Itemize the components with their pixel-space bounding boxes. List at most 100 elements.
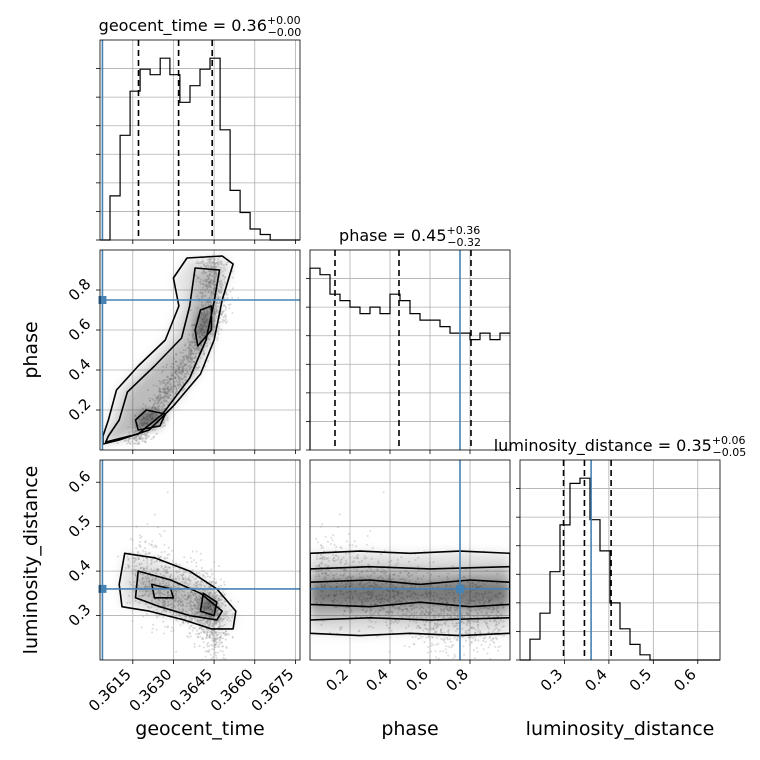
- sample-point: [484, 640, 487, 643]
- sample-point: [437, 642, 440, 645]
- sample-point: [446, 638, 449, 641]
- sample-point: [443, 637, 446, 640]
- sample-point: [221, 310, 224, 313]
- sample-point: [138, 543, 141, 546]
- sample-point: [222, 632, 225, 635]
- histogram-luminosity_distance: [520, 477, 720, 661]
- sample-point: [162, 616, 165, 619]
- sample-point: [191, 569, 194, 572]
- sample-point: [189, 556, 192, 559]
- sample-point: [133, 442, 136, 445]
- sample-point: [140, 438, 143, 441]
- sample-point: [211, 665, 213, 667]
- sample-point: [221, 645, 224, 648]
- sample-point: [229, 290, 232, 293]
- sample-point: [129, 437, 132, 440]
- sample-point: [126, 442, 129, 445]
- sample-point: [160, 555, 162, 558]
- sample-point: [213, 629, 216, 632]
- sample-point: [206, 575, 209, 578]
- sample-point: [199, 626, 202, 629]
- x-tick-label-luminosity_distance: 0.5: [626, 665, 656, 695]
- sample-point: [145, 434, 148, 436]
- sample-point: [157, 526, 160, 529]
- sample-point: [215, 582, 218, 585]
- sample-point: [170, 630, 173, 633]
- sample-point: [218, 668, 220, 670]
- contour-middle: [310, 565, 510, 621]
- sample-point: [445, 651, 448, 654]
- sample-point: [216, 338, 219, 341]
- sample-point: [347, 533, 350, 535]
- density-core: [200, 593, 217, 616]
- quantile-lines: [137, 40, 612, 660]
- sample-point: [220, 641, 223, 644]
- sample-point: [447, 654, 449, 657]
- sample-point: [137, 437, 140, 440]
- x-axis-label-phase: phase: [381, 718, 438, 740]
- sample-point: [158, 533, 161, 535]
- sample-point: [222, 637, 224, 640]
- sample-point: [223, 297, 226, 300]
- sample-point: [214, 638, 217, 641]
- sample-point: [205, 632, 208, 635]
- sample-point: [141, 437, 144, 440]
- sample-point: [182, 622, 185, 625]
- sample-point: [135, 435, 138, 438]
- sample-point: [144, 441, 147, 444]
- sample-point: [332, 534, 335, 537]
- sample-point: [437, 657, 440, 660]
- sample-point: [452, 656, 455, 659]
- sample-point: [473, 657, 476, 659]
- sample-point: [218, 639, 221, 642]
- sample-point: [147, 435, 150, 438]
- sample-point: [132, 437, 135, 440]
- sample-point: [188, 632, 191, 635]
- sample-point: [419, 637, 422, 640]
- sample-point: [216, 645, 219, 648]
- sample-point: [215, 631, 218, 633]
- title-phase: phase = 0.45+0.36 −0.32: [339, 224, 481, 249]
- truth-marker-phase-vs-geocent_time: [98, 296, 107, 304]
- sample-point: [217, 643, 220, 646]
- sample-point: [435, 643, 438, 646]
- sample-point: [136, 434, 139, 437]
- sample-point: [139, 546, 142, 548]
- density-phase-vs-geocent_time: [103, 256, 234, 444]
- sample-point: [220, 313, 223, 316]
- sample-point: [412, 643, 415, 646]
- sample-point: [223, 304, 226, 307]
- sample-point: [425, 636, 428, 639]
- sample-point: [345, 540, 348, 543]
- sample-point: [221, 311, 224, 314]
- sample-point: [146, 523, 149, 526]
- sample-point: [195, 633, 198, 636]
- sample-point: [315, 537, 318, 540]
- sample-point: [152, 436, 155, 438]
- sample-point: [491, 637, 494, 640]
- sample-point: [229, 303, 232, 306]
- sample-point: [450, 646, 453, 649]
- sample-point: [225, 322, 227, 324]
- sample-point: [195, 565, 198, 568]
- sample-point: [163, 632, 166, 635]
- sample-point: [319, 525, 322, 528]
- sample-point: [207, 641, 210, 644]
- sample-point: [462, 645, 465, 648]
- sample-point: [163, 419, 166, 422]
- sample-point: [214, 630, 217, 633]
- contour-outer: [102, 255, 234, 445]
- sample-point: [190, 624, 193, 627]
- sample-point: [222, 653, 225, 656]
- sample-point: [175, 619, 178, 622]
- y-tick-label-phase: 0.2: [65, 395, 95, 425]
- sample-point: [376, 635, 379, 638]
- sample-point: [144, 441, 147, 444]
- sample-point: [167, 625, 169, 628]
- sample-point: [217, 633, 220, 636]
- sample-point: [427, 646, 430, 648]
- contour-middle: [104, 267, 221, 443]
- sample-point: [217, 330, 220, 333]
- sample-point: [229, 599, 232, 602]
- sample-point: [127, 440, 130, 443]
